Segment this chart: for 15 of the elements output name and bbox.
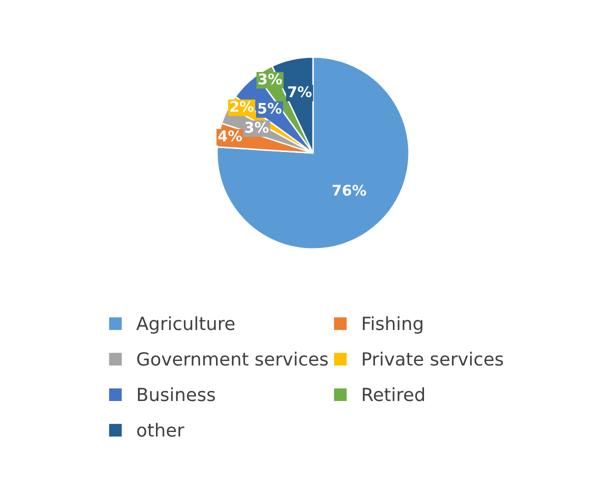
legend-label: Private services bbox=[362, 352, 504, 366]
data-label: 4% bbox=[218, 130, 242, 142]
data-label: 3% bbox=[258, 73, 282, 85]
data-label: 2% bbox=[230, 100, 254, 112]
pie-slice bbox=[216, 56, 410, 250]
legend-label: Fishing bbox=[362, 316, 422, 334]
data-label: 76% bbox=[332, 184, 366, 196]
data-label: 5% bbox=[258, 102, 282, 114]
data-label: 3% bbox=[245, 122, 269, 133]
data-label: 7% bbox=[288, 86, 312, 98]
legend-label: Business bbox=[138, 387, 215, 402]
legend-label: other bbox=[137, 422, 184, 437]
legend-label: Retired bbox=[362, 387, 424, 402]
legend-label: Government services bbox=[137, 352, 328, 366]
legend-label: Agriculture bbox=[136, 316, 235, 334]
